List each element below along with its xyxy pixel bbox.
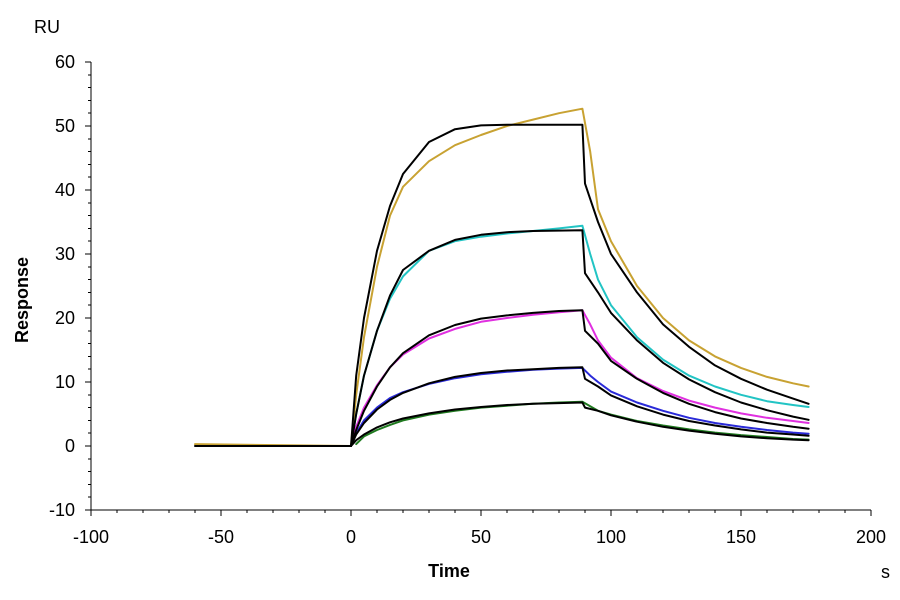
x-tick-label: -100 [73, 527, 109, 547]
x-tick-label: 0 [346, 527, 356, 547]
x-tick-label: 200 [856, 527, 886, 547]
y-axis-title: Response [12, 257, 32, 343]
y-tick-label: 20 [55, 308, 75, 328]
axes [90, 62, 871, 511]
x-axis-title: Time [428, 561, 470, 581]
fit-curve-2 [350, 229, 810, 447]
tick-marks [85, 61, 872, 516]
y-tick-label: -10 [49, 500, 75, 520]
response-curve-1 [194, 107, 810, 447]
fit-curve-3 [350, 309, 810, 447]
y-tick-label: 50 [55, 116, 75, 136]
plot-area [194, 107, 810, 447]
y-tick-label: 60 [55, 52, 75, 72]
y-tick-label: 10 [55, 372, 75, 392]
x-unit-label: s [881, 562, 890, 582]
response-curve-5 [355, 400, 810, 446]
x-tick-label: 150 [726, 527, 756, 547]
fit-curve-4 [350, 366, 810, 447]
fit-curve-5 [350, 401, 810, 447]
x-tick-label: 50 [471, 527, 491, 547]
x-tick-label: -50 [208, 527, 234, 547]
y-tick-label: 0 [65, 436, 75, 456]
y-unit-label: RU [34, 17, 60, 37]
x-tick-label: 100 [596, 527, 626, 547]
fit-curve-1 [194, 123, 810, 447]
y-tick-label: 40 [55, 180, 75, 200]
y-tick-label: 30 [55, 244, 75, 264]
